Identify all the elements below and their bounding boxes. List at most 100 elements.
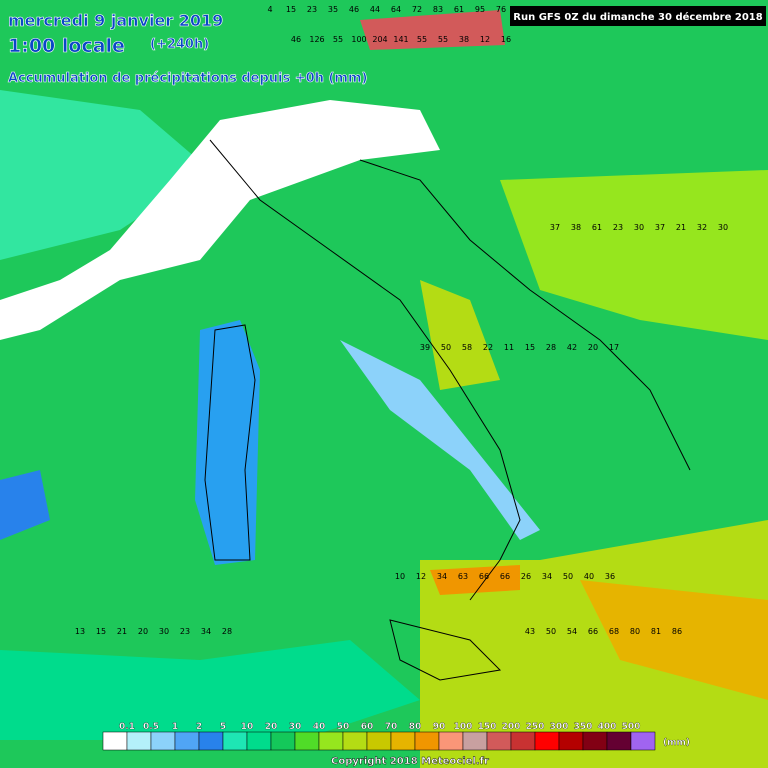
map-value: 11 bbox=[504, 343, 514, 352]
map-value: 30 bbox=[634, 223, 644, 232]
legend-swatch bbox=[582, 731, 608, 751]
legend-swatch bbox=[486, 731, 512, 751]
map-value: 55 bbox=[417, 35, 427, 44]
legend-label: 400 bbox=[598, 722, 617, 732]
legend-swatch bbox=[246, 731, 272, 751]
legend-swatch bbox=[366, 731, 392, 751]
run-box bbox=[510, 6, 766, 26]
map-value: 66 bbox=[479, 572, 489, 581]
map-value: 22 bbox=[483, 343, 493, 352]
map-value: 21 bbox=[117, 627, 127, 636]
map-value: 100 bbox=[351, 35, 366, 44]
map-value: 26 bbox=[521, 572, 531, 581]
map-value: 23 bbox=[180, 627, 190, 636]
header-title: Accumulation de précipitations depuis +0… bbox=[8, 71, 367, 86]
map-value: 42 bbox=[567, 343, 577, 352]
map-value: 20 bbox=[588, 343, 598, 352]
legend-label: 50 bbox=[337, 722, 350, 732]
legend-unit: (mm) bbox=[663, 738, 690, 748]
map-value: 16 bbox=[501, 35, 511, 44]
map-value: 72 bbox=[412, 5, 422, 14]
map-region bbox=[0, 640, 420, 740]
legend-label: 1 bbox=[172, 722, 178, 732]
map-region bbox=[430, 565, 520, 595]
header-date: mercredi 9 janvier 2019 bbox=[8, 11, 223, 30]
map-value: 15 bbox=[96, 627, 106, 636]
map-value: 83 bbox=[433, 5, 443, 14]
map-value: 61 bbox=[592, 223, 602, 232]
legend-swatch bbox=[150, 731, 176, 751]
legend-label: 0.1 bbox=[119, 722, 135, 732]
map-value: 37 bbox=[655, 223, 665, 232]
legend-label: 250 bbox=[526, 722, 545, 732]
legend-label: 10 bbox=[241, 722, 254, 732]
map-value: 80 bbox=[630, 627, 640, 636]
map-value: 30 bbox=[718, 223, 728, 232]
map-value: 20 bbox=[138, 627, 148, 636]
legend-swatch bbox=[390, 731, 416, 751]
map-value: 54 bbox=[567, 627, 577, 636]
coastline bbox=[359, 159, 691, 471]
legend-label: 20 bbox=[265, 722, 278, 732]
map-value: 15 bbox=[525, 343, 535, 352]
legend-label: 40 bbox=[313, 722, 326, 732]
legend-swatch bbox=[630, 731, 656, 751]
map-value: 58 bbox=[462, 343, 472, 352]
map-value: 28 bbox=[546, 343, 556, 352]
map-region bbox=[195, 320, 260, 565]
map-region bbox=[0, 470, 50, 540]
legend-swatch bbox=[510, 731, 536, 751]
map-value: 21 bbox=[676, 223, 686, 232]
legend-swatch bbox=[270, 731, 296, 751]
legend-swatch bbox=[558, 731, 584, 751]
map-value: 61 bbox=[454, 5, 464, 14]
legend-swatch bbox=[414, 731, 440, 751]
map-value: 55 bbox=[333, 35, 343, 44]
coastlines bbox=[204, 139, 691, 681]
map-value: 86 bbox=[672, 627, 682, 636]
map-value: 141 bbox=[393, 35, 408, 44]
map-value: 34 bbox=[201, 627, 211, 636]
map-value: 76 bbox=[496, 5, 506, 14]
map-value: 38 bbox=[571, 223, 581, 232]
map-region bbox=[340, 340, 540, 540]
map-value: 50 bbox=[441, 343, 451, 352]
map-value: 34 bbox=[437, 572, 447, 581]
map-value: 13 bbox=[75, 627, 85, 636]
coastline bbox=[209, 139, 521, 601]
legend-label: 5 bbox=[220, 722, 226, 732]
legend-label: 70 bbox=[385, 722, 398, 732]
header-time: 1:00 locale bbox=[8, 35, 125, 57]
header-lead: (+240h) bbox=[150, 37, 209, 52]
map-value: 204 bbox=[372, 35, 387, 44]
legend-swatch bbox=[342, 731, 368, 751]
map-value: 12 bbox=[480, 35, 490, 44]
map-value: 4 bbox=[267, 5, 272, 14]
legend-swatch bbox=[126, 731, 152, 751]
map-value: 43 bbox=[525, 627, 535, 636]
map-value: 10 bbox=[395, 572, 405, 581]
map-value: 46 bbox=[291, 35, 301, 44]
legend-label: 90 bbox=[433, 722, 446, 732]
legend-label: 2 bbox=[196, 722, 202, 732]
map-region bbox=[420, 280, 500, 390]
legend-label: 30 bbox=[289, 722, 302, 732]
legend-swatch bbox=[606, 731, 632, 751]
map-value: 63 bbox=[458, 572, 468, 581]
legend-label: 60 bbox=[361, 722, 374, 732]
run-info: Run GFS 0Z du dimanche 30 décembre 2018 bbox=[513, 11, 762, 23]
legend-label: 80 bbox=[409, 722, 422, 732]
map-region bbox=[0, 90, 210, 260]
map-value: 95 bbox=[475, 5, 485, 14]
legend-swatch bbox=[222, 731, 248, 751]
map-region bbox=[360, 10, 505, 50]
map-value: 34 bbox=[542, 572, 552, 581]
map-value: 66 bbox=[500, 572, 510, 581]
map-region bbox=[0, 100, 440, 340]
legend-swatch bbox=[102, 731, 128, 751]
map-value: 38 bbox=[459, 35, 469, 44]
legend-swatch bbox=[438, 731, 464, 751]
map-value: 35 bbox=[328, 5, 338, 14]
